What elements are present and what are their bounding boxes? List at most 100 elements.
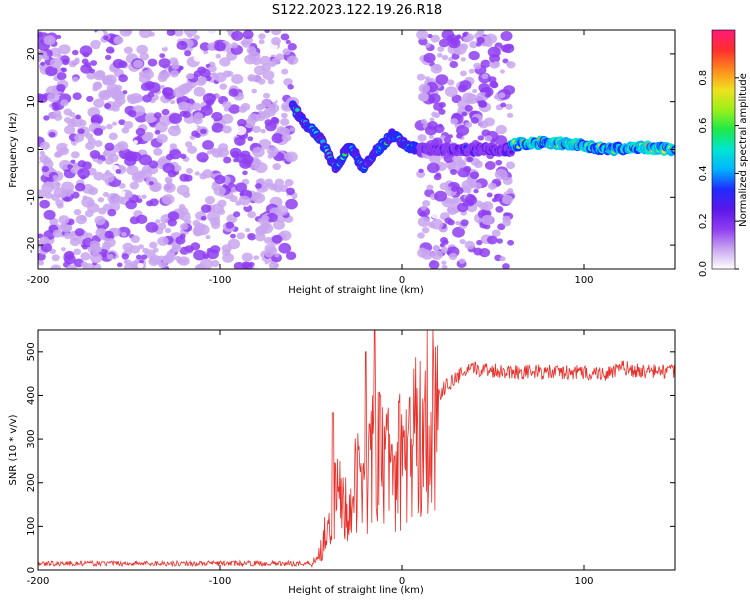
spectrogram-cell <box>130 235 140 243</box>
spectrogram-cell <box>166 30 176 37</box>
y-tick-label: -10 <box>26 189 37 205</box>
spectrogram-cell <box>255 113 266 122</box>
spectrogram-cell <box>280 118 290 126</box>
spectrogram-cell <box>488 76 497 83</box>
spectrogram-cell <box>63 232 72 240</box>
spectrogram-cell <box>63 254 76 265</box>
spectrogram-cell <box>460 57 466 62</box>
spectrogram-cell <box>193 86 206 97</box>
spectrogram-cell <box>161 46 168 52</box>
spectrogram-cell <box>38 260 45 266</box>
spectrogram-cell <box>241 261 251 269</box>
spectrogram-cell <box>85 133 94 140</box>
spectrogram-cell <box>79 45 93 57</box>
spectrogram-cell <box>459 238 466 245</box>
y-tick-label: 400 <box>26 386 37 405</box>
spectrogram-cell <box>496 238 503 244</box>
spectrogram-cell <box>433 112 441 119</box>
spectrogram-cell <box>247 210 257 219</box>
spectrogram-cell <box>154 129 161 135</box>
colorbar-frame <box>711 29 736 270</box>
spectrogram-cell <box>72 92 82 101</box>
spectrogram-cell <box>53 187 66 198</box>
spectrogram-cell <box>154 121 168 133</box>
spectrogram-cell <box>90 39 102 50</box>
spectrogram-cell <box>229 147 242 158</box>
spectrogram-cell <box>193 34 200 41</box>
spectrogram-cell <box>184 245 194 253</box>
spectrogram-cell <box>465 188 472 194</box>
spectrogram-cell <box>197 66 207 74</box>
spectrogram-cell <box>271 30 282 36</box>
spectrogram-cell <box>440 237 448 244</box>
spectrogram-cell <box>214 72 227 83</box>
spectrogram-cell <box>102 191 109 197</box>
spectrogram-cell <box>427 33 433 39</box>
spectrogram-cell <box>184 141 193 148</box>
colorbar-tick-label: 0.6 <box>698 118 709 134</box>
spectrogram-cell <box>70 116 84 128</box>
spectrogram-cell <box>443 137 452 144</box>
spectrogram-cell <box>89 240 101 250</box>
spectrogram-cell <box>241 40 251 48</box>
spectrogram-cell <box>139 30 152 39</box>
spectrogram-cell <box>428 260 440 269</box>
spectrogram-cell <box>508 44 514 49</box>
x-tick-label: -200 <box>27 275 50 286</box>
figure-title: S122.2023.122.19.26.R18 <box>272 3 442 18</box>
spectrogram-cell <box>476 30 485 36</box>
spectrogram-cell <box>157 222 167 230</box>
spectrogram-cell <box>157 73 168 83</box>
spectrogram-cell <box>148 181 154 186</box>
spectrogram-cell <box>214 174 226 185</box>
spectrogram-cell <box>491 197 498 203</box>
spectrogram-cell <box>257 78 266 85</box>
spectrogram-cell <box>255 232 266 242</box>
spectrogram-cell <box>253 255 260 261</box>
spectrogram-cell <box>447 37 461 49</box>
spectrogram-cell <box>502 263 510 269</box>
spectrogram-cell <box>473 182 482 190</box>
spectrogram-cell <box>215 53 222 59</box>
spectrogram-cell <box>90 252 103 264</box>
spectrogram-cell <box>251 88 258 94</box>
spectrogram-cell <box>417 216 431 228</box>
spectrogram-cell <box>222 125 232 134</box>
spectrogram-cell <box>266 212 278 223</box>
spectrogram-cell <box>252 146 265 158</box>
spectrogram-cell <box>258 33 266 40</box>
spectrogram-cell <box>180 153 187 159</box>
spectrogram-cell <box>429 117 435 122</box>
spectrogram-cell <box>441 264 448 269</box>
spectrogram-cell <box>247 233 257 241</box>
snr-y-label: SNR (10 * v/v) <box>8 414 19 485</box>
spectrogram-cell <box>71 151 80 159</box>
spectrogram-cell <box>431 250 443 260</box>
spectrogram-cell <box>484 33 498 44</box>
spectrogram-cell <box>90 60 98 66</box>
spectrogram-cell <box>75 114 82 120</box>
spectrogram-cell <box>452 154 463 163</box>
spectrogram-cell <box>447 134 453 139</box>
spectrogram-cell <box>97 197 105 203</box>
spectrogram-cell <box>241 252 253 262</box>
y-tick-label: 200 <box>26 473 37 492</box>
spectrogram-cell <box>155 219 161 224</box>
spectrogram-cell <box>71 76 79 83</box>
spectrogram-cell <box>118 74 128 83</box>
spectrogram-cell <box>484 161 496 170</box>
spectrogram-cell <box>161 108 170 116</box>
spectrogram-cell <box>502 215 511 223</box>
spectrogram-cell <box>478 100 488 108</box>
spectrogram-cell <box>158 261 167 269</box>
spectrogram-cell <box>60 247 66 252</box>
spectrogram-cell <box>148 31 155 37</box>
spectrogram-cell <box>441 30 455 41</box>
spectrogram-cell <box>281 133 292 142</box>
spectrogram-cell <box>219 57 231 67</box>
spectrogram-cell <box>140 254 148 260</box>
spectrogram-cell <box>131 171 145 183</box>
spectrogram-cell <box>444 217 453 224</box>
spectrogram-cell <box>480 59 491 69</box>
spectrogram-cell <box>285 39 291 45</box>
